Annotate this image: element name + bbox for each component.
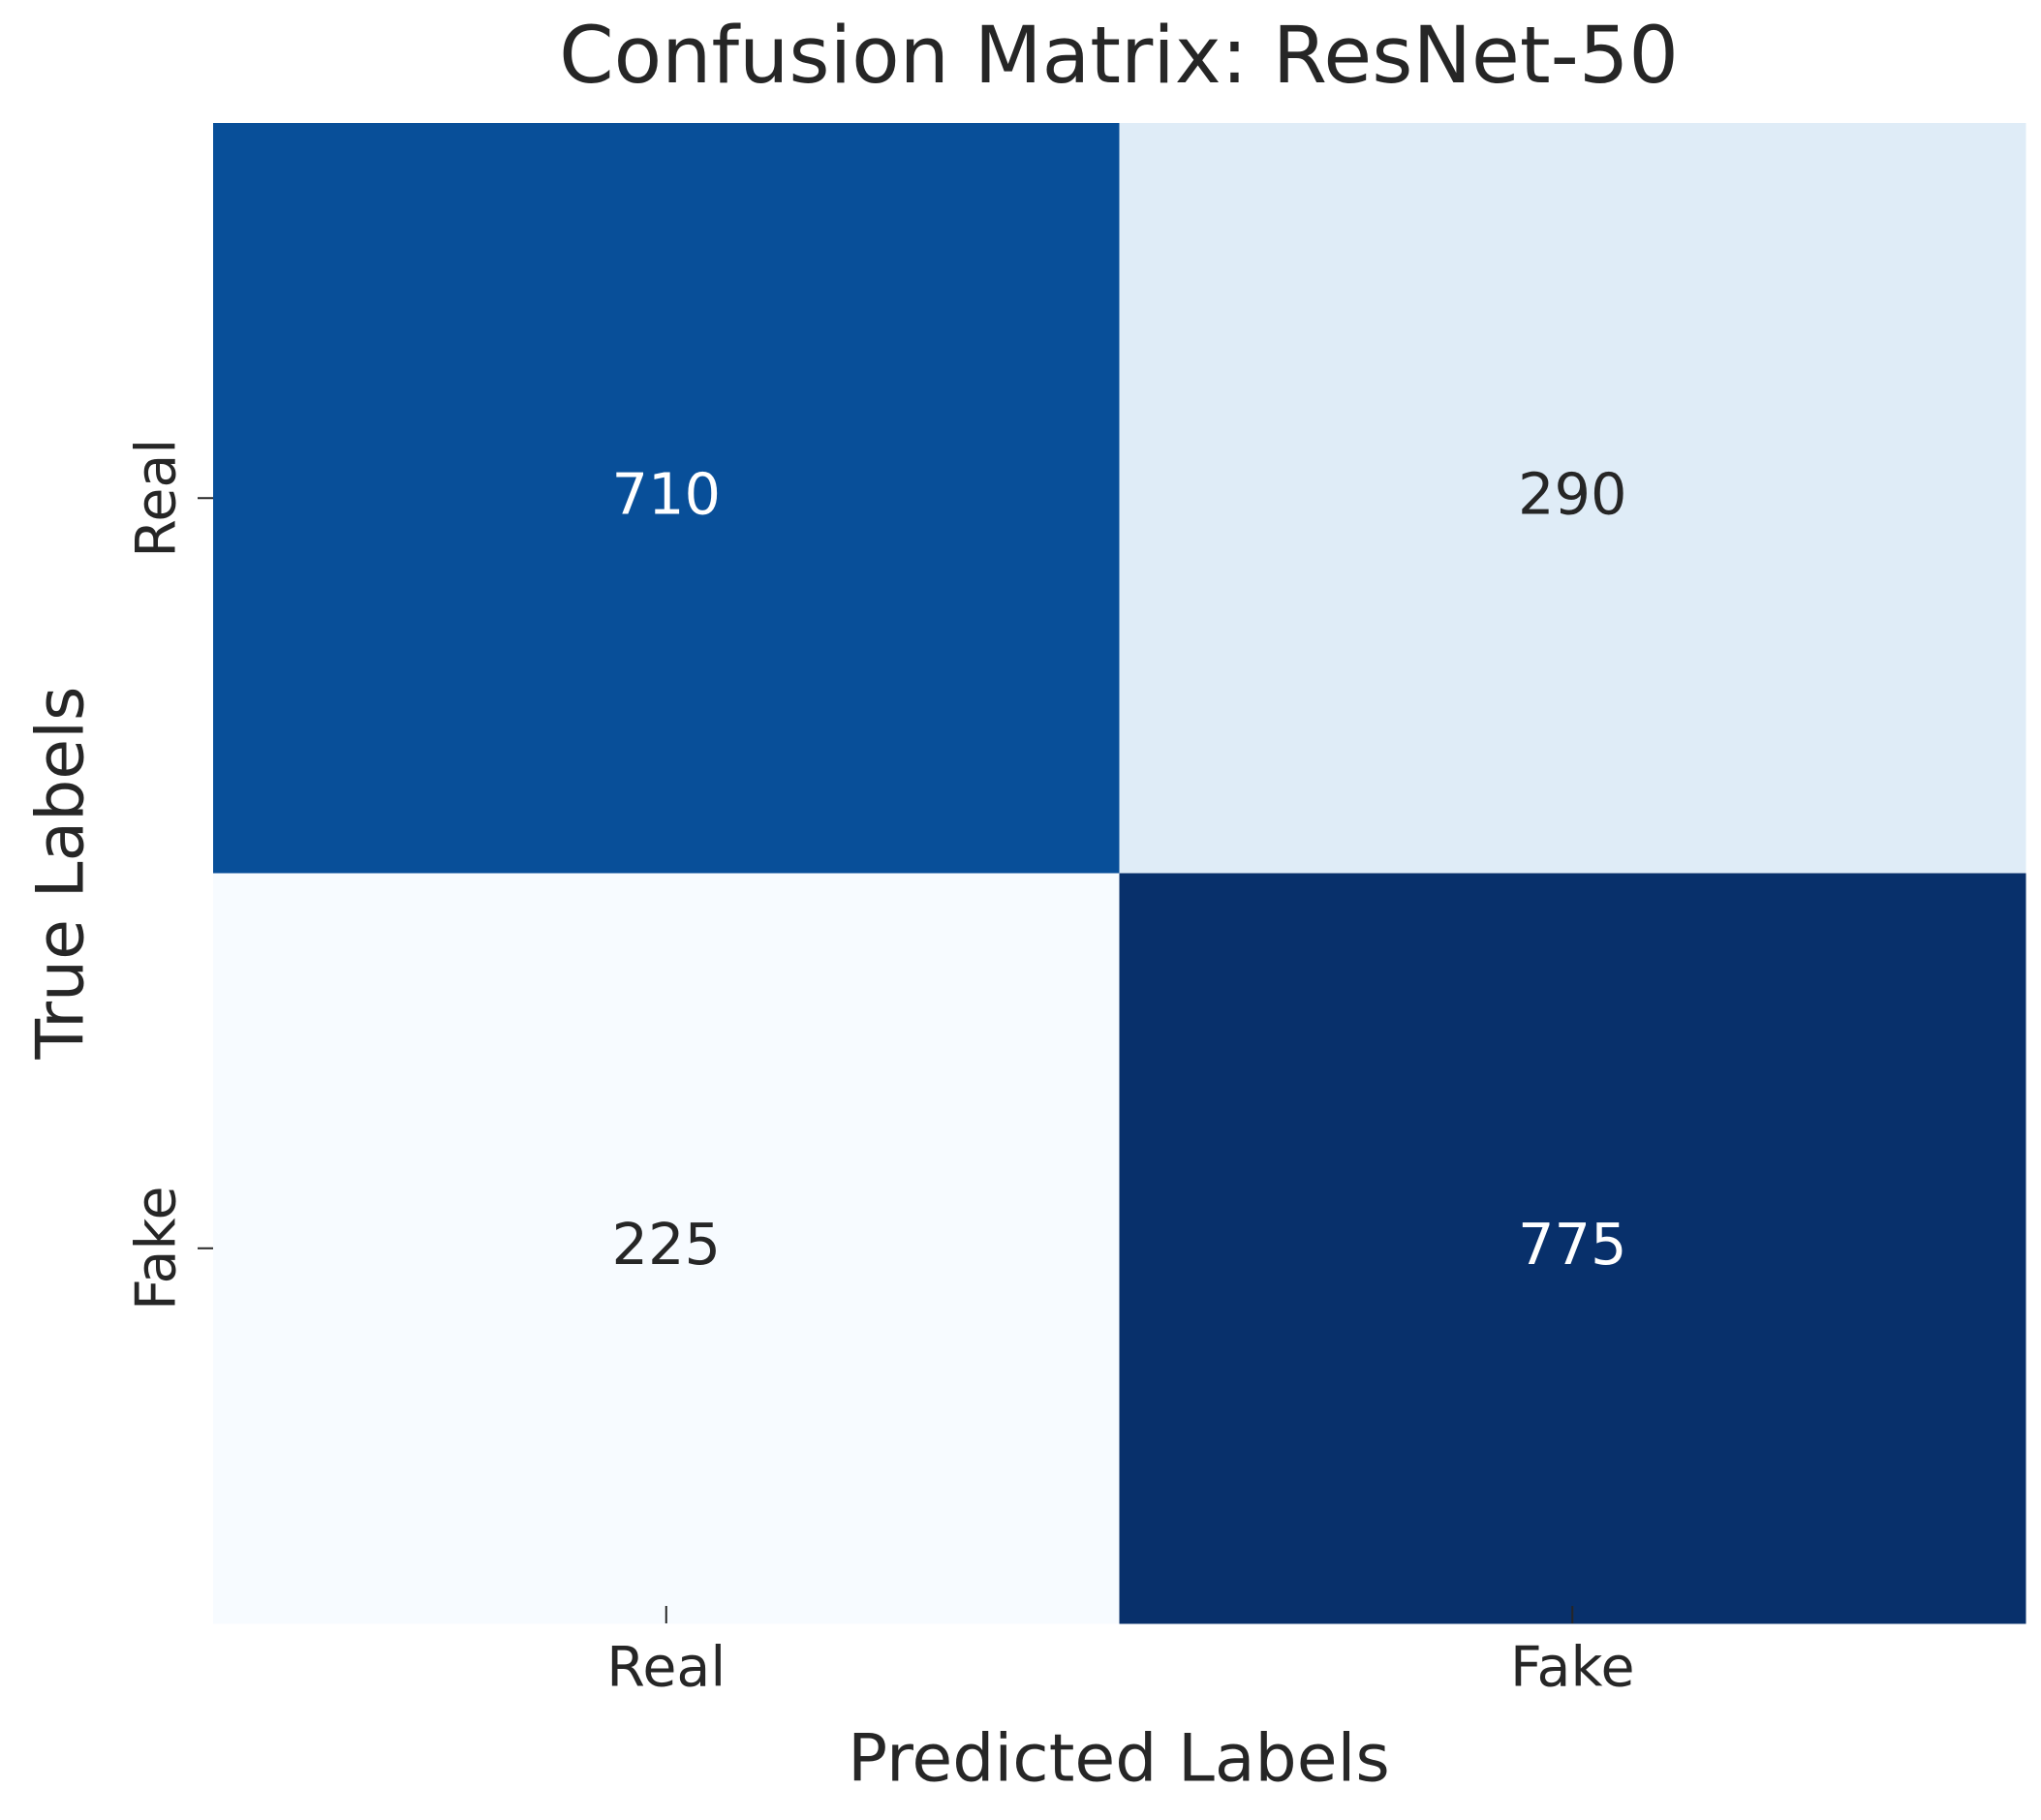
cell-label: 775 [1518,1211,1627,1278]
heatmap-cell [213,873,1120,1624]
heatmap-cell [1119,873,2026,1624]
cell-label: 290 [1518,460,1627,527]
heatmap-cell [1119,123,2026,874]
cell-label: 710 [611,460,721,527]
x-axis-label: Predicted Labels [848,1721,1390,1798]
heatmap-cell [213,123,1120,874]
y-tick-label: Real [125,439,189,558]
y-tick-label: Fake [125,1186,189,1311]
x-tick-label: Real [606,1636,726,1700]
cell-label: 225 [611,1211,721,1278]
y-axis-label: True Labels [23,687,100,1061]
x-tick-label: Fake [1510,1636,1635,1700]
chart-title: Confusion Matrix: ResNet-50 [559,11,1679,102]
